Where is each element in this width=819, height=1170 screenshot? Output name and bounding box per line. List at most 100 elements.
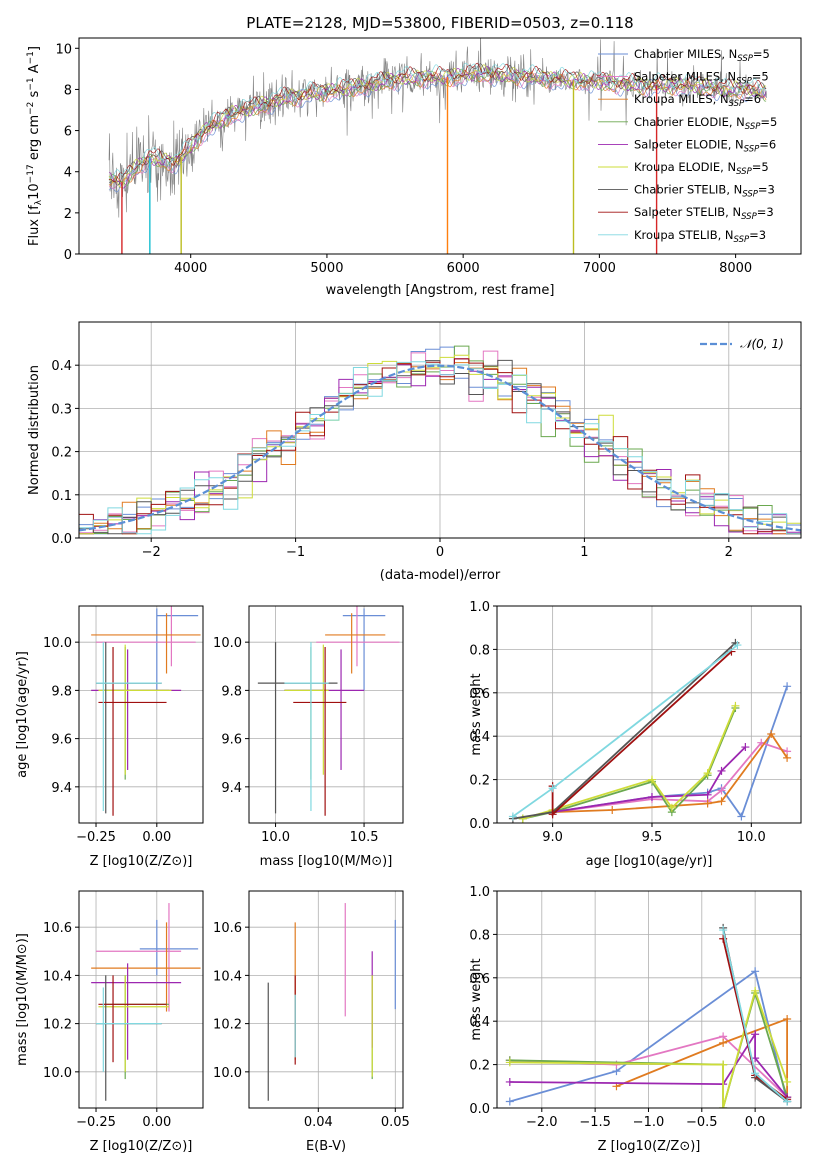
mass_vs_ebv-y-tick-label: 10.2	[213, 1018, 242, 1033]
age_vs_Z-x-tick-label: −0.25	[76, 830, 116, 845]
mass_vs_Z-x-tick-label: −0.25	[76, 1115, 116, 1130]
weight_vs_Z-y-tick-label: 0.4	[469, 1015, 490, 1030]
mass_vs_Z-panel: −0.25 0.00 10.0 10.2 10.4 10.6 Z [log10(Z/Z⊙)]…	[15, 890, 204, 1154]
spectrum-x-tick-label: 8000	[719, 261, 752, 276]
weight_vs_Z-x-label: Z [log10(Z/Z⊙)]	[598, 1139, 701, 1154]
mass_vs_Z-y-tick-label: 10.0	[43, 1066, 72, 1081]
age_vs_mass-marks	[257, 606, 400, 816]
age_vs_Z-y-label: age [log10(age/yr)]	[15, 651, 30, 778]
weight_vs_age-series-line-6	[522, 705, 737, 820]
residual-y-tick-label: 0.2	[51, 446, 72, 461]
weight_vs_age-series-marker	[667, 803, 676, 812]
weight_vs_age-series-marker	[737, 812, 746, 821]
legend-label-7: Chabrier STELIB, NSSP=3	[634, 183, 775, 200]
spectrum-x-tick-label: 4000	[174, 261, 207, 276]
mass_vs_ebv-y-tick-label: 10.4	[213, 969, 242, 984]
mass_vs_Z-frame	[78, 890, 204, 1109]
spectrum-x-tick-label: 7000	[583, 261, 616, 276]
weight_vs_Z-series-marker	[719, 1060, 728, 1069]
residual-plot-area	[79, 322, 801, 539]
residual-x-label: (data-model)/error	[380, 568, 501, 583]
age_vs_Z-frame	[78, 605, 204, 824]
weight_vs_Z-y-tick-label: 0.8	[469, 928, 490, 943]
legend-label-9: Kroupa STELIB, NSSP=3	[634, 228, 766, 245]
mass_vs_ebv-x-tick-label: 0.04	[304, 1115, 333, 1130]
age_vs_Z-marks	[91, 606, 201, 816]
weight_vs_age-x-tick-label: 10.0	[737, 830, 766, 845]
weight_vs_age-y-tick-label: 0.6	[469, 687, 490, 702]
weight_vs_age-y-tick-label: 0.0	[469, 817, 490, 832]
weight_vs_age-series-marker	[783, 753, 792, 762]
weight_vs_age-series-marker	[703, 769, 712, 778]
age_vs_mass-panel: 10.0 10.5 9.4 9.6 9.8 10.0 mass [log10(M/M⊙)]	[213, 605, 404, 869]
model-fit-line-9	[108, 62, 767, 179]
age_vs_Z-y-tick-label: 10.0	[43, 636, 72, 651]
residual-histogram-2	[79, 350, 801, 535]
mass_vs_Z-y-tick-label: 10.2	[43, 1018, 72, 1033]
spectrum-y-ticks: 0 2 4 6 8 10	[55, 42, 79, 263]
spectrum-x-tick-label: 5000	[310, 261, 343, 276]
weight_vs_age-series-marker	[731, 701, 740, 710]
weight_vs_Z-series-marker	[751, 1069, 760, 1078]
age_vs_mass-y-tick-label: 9.4	[221, 781, 242, 796]
weight_vs_Z-series-marker	[783, 1015, 792, 1024]
residual-legend: 𝒩(0, 1)	[700, 337, 784, 351]
mass_vs_Z-marks	[91, 903, 201, 1101]
weight_vs_age-series-marker	[703, 799, 712, 808]
legend-label-4: Chabrier ELODIE, NSSP=5	[634, 115, 777, 132]
mass_vs_Z-y-tick-label: 10.4	[43, 969, 72, 984]
age_vs_mass-y-tick-label: 9.8	[221, 684, 242, 699]
residual-traces	[79, 345, 801, 535]
weight_vs_age-series-marker	[518, 814, 527, 823]
spectrum-x-ticks: 4000 5000 6000 7000 8000	[174, 254, 752, 276]
age_vs_Z-x-label: Z [log10(Z/Z⊙)]	[90, 854, 193, 869]
spectrum-traces	[108, 38, 767, 254]
age_vs_mass-x-label: mass [log10(M/M⊙)]	[260, 854, 393, 869]
weight_vs_Z-x-tick-label: −1.0	[633, 1115, 665, 1130]
weight_vs_age-series-marker	[548, 784, 557, 793]
residual-panel: −2 −1 0 1 2 0.0 0.1 0.2 0.3 0.4 (data-model)/err…	[27, 321, 802, 583]
spectrum-plot-area	[108, 38, 767, 254]
age_vs_mass-y-tick-label: 10.0	[213, 636, 242, 651]
weight_vs_age-panel: 9.0 9.5 10.0 0.0 0.2 0.4 0.6 0.8 1.0 age [log10(a…	[469, 600, 802, 869]
mass_vs_Z-x-tick-label: 0.00	[142, 1115, 171, 1130]
weight_vs_age-series-line-2	[552, 741, 788, 813]
weight_vs_Z-series-marker	[505, 1097, 514, 1106]
residual-y-tick-label: 0.3	[51, 402, 72, 417]
mass_vs_Z-x-label: Z [log10(Z/Z⊙)]	[90, 1139, 193, 1154]
weight_vs_Z-x-tick-label: −1.5	[579, 1115, 611, 1130]
spectrum-y-tick-label: 10	[55, 42, 72, 57]
weight_vs_age-series-marker	[647, 775, 656, 784]
weight_vs_Z-series-marker	[751, 986, 760, 995]
weight_vs_Z-series-marker	[783, 1097, 792, 1106]
weight_vs_age-y-tick-label: 0.2	[469, 774, 490, 789]
weight_vs_age-series-marker	[608, 805, 617, 814]
mass_vs_Z-y-tick-label: 10.6	[43, 921, 72, 936]
spectrum-y-tick-label: 0	[64, 248, 72, 263]
weight_vs_Z-series-marker	[783, 1077, 792, 1086]
spectrum-legend: Chabrier MILES, NSSP=5 Salpeter MILES, NS…	[598, 47, 777, 245]
weight_vs_age-series-marker	[783, 682, 792, 691]
mass_vs_ebv-panel: 0.04 0.05 10.0 10.2 10.4 10.6 E(B-V)	[213, 890, 410, 1154]
age_vs_mass-y-tick-label: 9.6	[221, 733, 242, 748]
mass_vs_ebv-y-tick-label: 10.6	[213, 921, 242, 936]
weight_vs_Z-x-tick-label: −2.0	[526, 1115, 558, 1130]
weight_vs_age-series-line-8	[551, 650, 733, 817]
weight_vs_Z-y-tick-label: 0.0	[469, 1102, 490, 1117]
weight_vs_age-frame	[496, 605, 802, 824]
weight_vs_age-series-marker	[717, 797, 726, 806]
model-fit-line-8	[108, 62, 767, 183]
legend-label-2: Salpeter MILES, NSSP=5	[634, 70, 769, 87]
weight_vs_age-x-label: age [log10(age/yr)]	[586, 854, 713, 869]
mass_vs_ebv-frame	[248, 890, 404, 1109]
residual-x-tick-label: −1	[286, 545, 305, 560]
weight_vs_age-series-marker	[717, 766, 726, 775]
weight_vs_Z-y-label: mass weight	[469, 958, 484, 1040]
age_vs_Z-x-tick-label: 0.00	[142, 830, 171, 845]
spectrum-x-label: wavelength [Angstrom, rest frame]	[326, 283, 555, 298]
residual-y-tick-label: 0.1	[51, 489, 72, 504]
mass_vs_Z-y-label: mass [log10(M/M⊙)]	[15, 933, 30, 1066]
spectrum-frame	[78, 37, 802, 255]
weight_vs_age-series-marker	[717, 786, 726, 795]
weight_vs_Z-panel: −2.0 −1.5 −1.0 −0.5 0.0 0.0 0.2 0.4 0.6 0.8 1.0 Z […	[469, 885, 802, 1154]
